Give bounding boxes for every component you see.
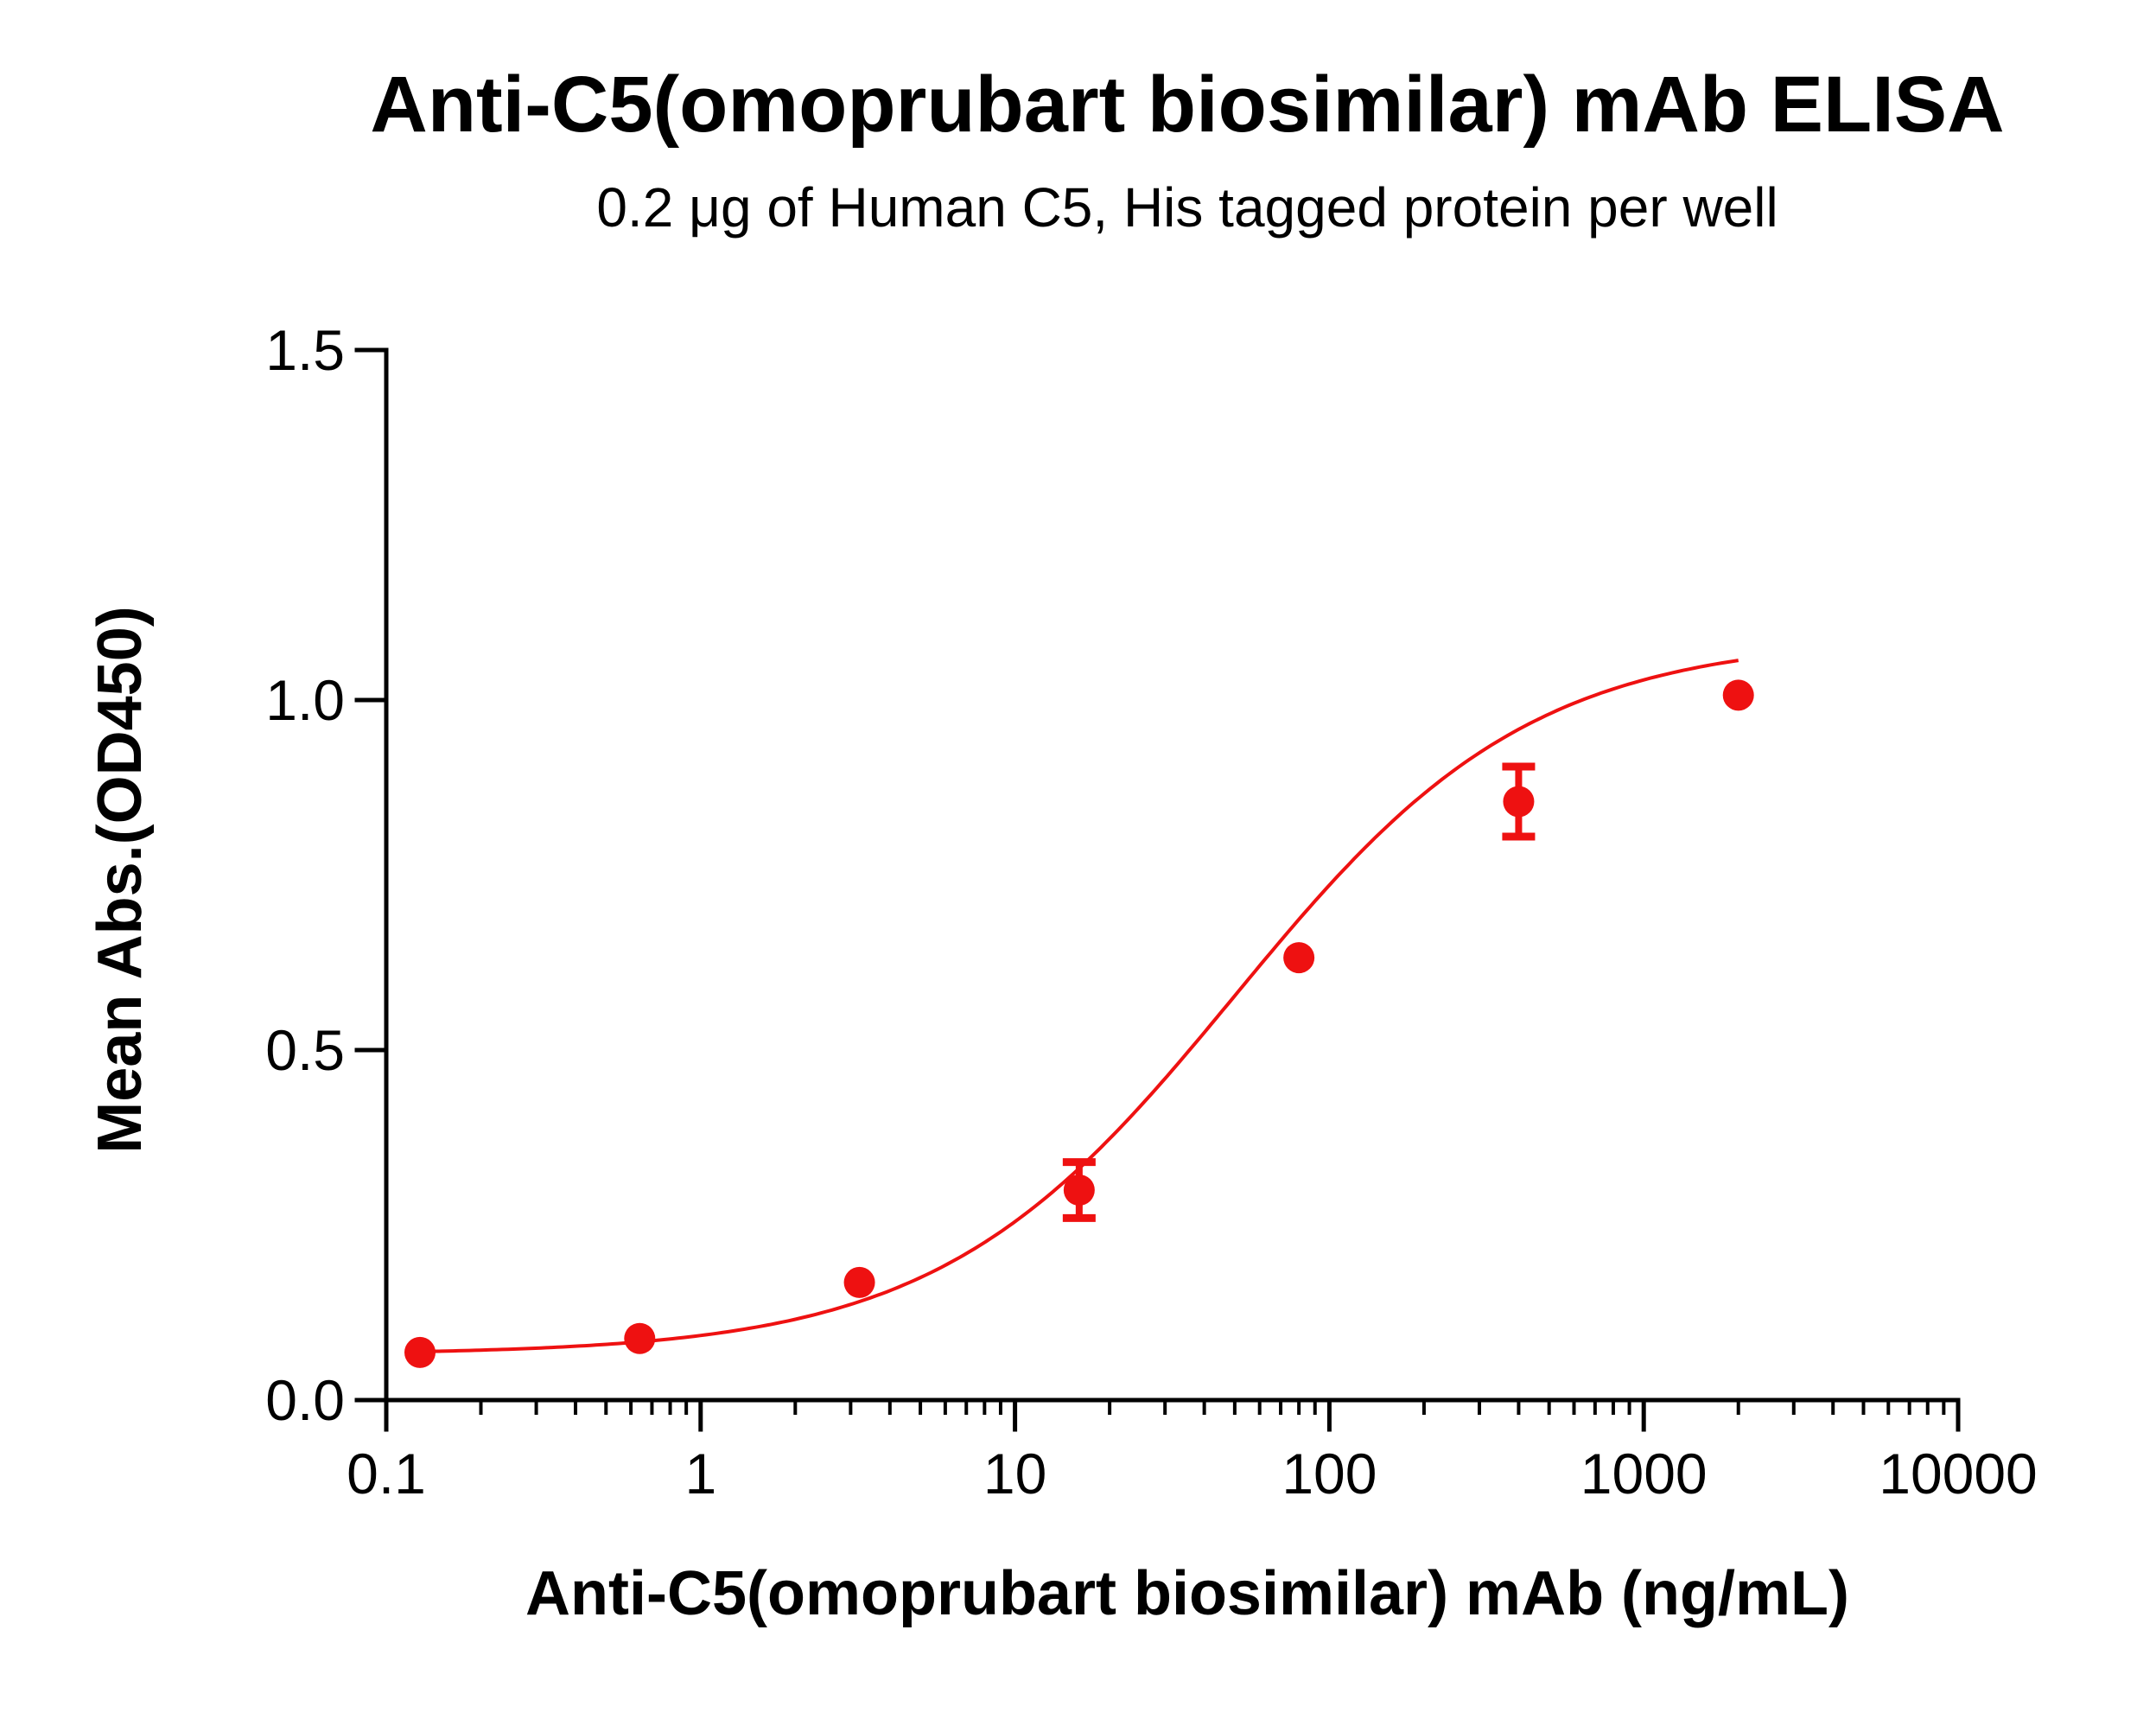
y-tick-label: 0.5 — [265, 1018, 345, 1082]
fit-curve-layer — [419, 659, 1739, 1353]
data-point — [1503, 786, 1535, 818]
x-tick-label: 1000 — [1580, 1442, 1708, 1506]
chart-title: Anti-C5(omoprubart biosimilar) mAb ELISA — [370, 60, 2004, 149]
x-tick-label: 1 — [684, 1442, 716, 1506]
data-point — [404, 1336, 436, 1368]
x-tick-label: 10 — [983, 1442, 1046, 1506]
data-point — [624, 1322, 656, 1354]
data-point — [1722, 679, 1754, 711]
x-tick-label: 10000 — [1879, 1442, 2038, 1506]
x-tick-label: 100 — [1282, 1442, 1377, 1506]
axes: 0.0 0.5 1.0 1.5 0.1 1 10 100 1000 10000 — [265, 318, 2038, 1506]
y-tick-label: 1.5 — [265, 318, 345, 382]
x-axis-title: Anti-C5(omoprubart biosimilar) mAb (ng/m… — [525, 1559, 1849, 1628]
y-tick-label: 0.0 — [265, 1368, 345, 1432]
data-point — [1063, 1175, 1095, 1206]
fit-curve — [419, 659, 1739, 1353]
y-axis-title: Mean Abs.(OD450) — [86, 606, 155, 1153]
chart-subtitle: 0.2 μg of Human C5, His tagged protein p… — [596, 176, 1778, 239]
data-points-layer — [404, 679, 1754, 1368]
x-tick-label: 0.1 — [347, 1442, 426, 1506]
data-point — [1283, 942, 1315, 974]
y-tick-label: 1.0 — [265, 668, 345, 732]
data-point — [843, 1266, 875, 1298]
